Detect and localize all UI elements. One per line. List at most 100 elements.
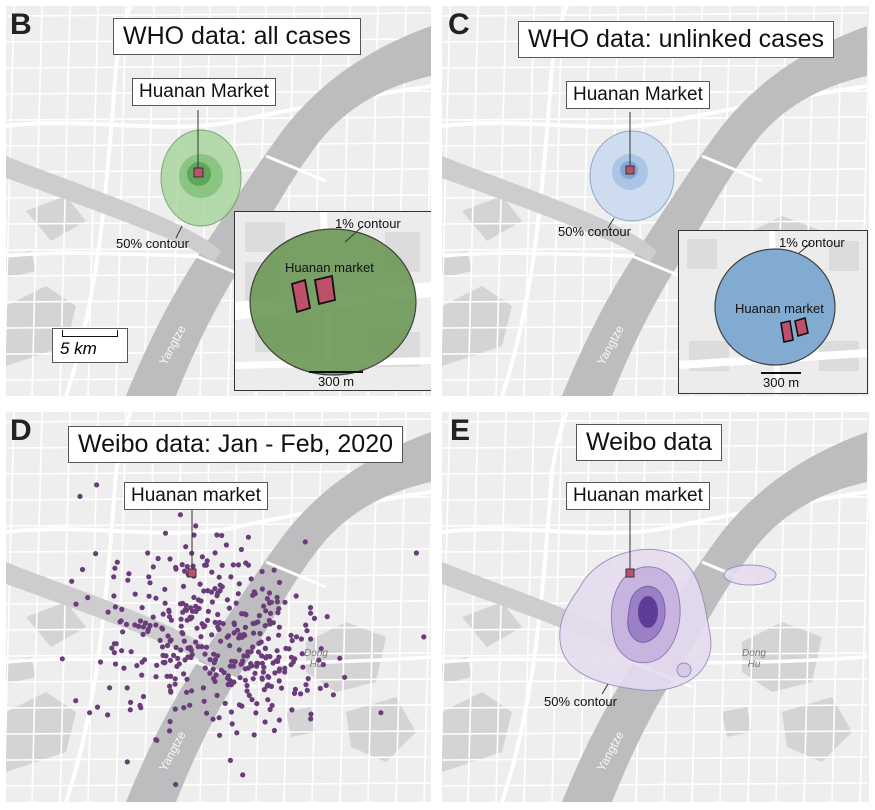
inset-map: 1% contour Huanan market 300 m (678, 230, 868, 394)
weibo-point (127, 707, 133, 713)
weibo-point (167, 728, 173, 734)
weibo-point (242, 624, 248, 630)
weibo-point (292, 686, 298, 692)
weibo-point (212, 586, 218, 592)
weibo-point (93, 551, 99, 557)
road (442, 522, 868, 527)
weibo-point (154, 662, 160, 668)
weibo-point (173, 564, 179, 571)
bridge (701, 154, 763, 183)
park-area (442, 657, 472, 684)
inset-contour-label: 1% contour (335, 216, 401, 231)
weibo-point (223, 542, 229, 548)
weibo-point (215, 611, 221, 618)
weibo-point (271, 727, 277, 734)
weibo-point (117, 619, 123, 625)
weibo-point (320, 662, 326, 668)
weibo-point (94, 482, 100, 488)
market-marker (193, 167, 204, 178)
market-building-west (290, 278, 312, 314)
weibo-point (202, 665, 208, 671)
weibo-point (138, 705, 144, 711)
weibo-point (318, 646, 324, 652)
weibo-point (242, 611, 248, 617)
weibo-point (254, 701, 260, 707)
weibo-point (209, 569, 215, 575)
weibo-point (245, 534, 251, 540)
weibo-point (150, 564, 156, 570)
weibo-point (248, 649, 254, 655)
weibo-point (251, 732, 257, 738)
road (227, 412, 239, 802)
weibo-point (240, 772, 246, 778)
weibo-point (239, 703, 245, 709)
weibo-point (228, 709, 234, 715)
weibo-point (210, 716, 216, 722)
weibo-point (216, 574, 222, 580)
weibo-point (183, 602, 189, 609)
panel-title: WHO data: unlinked cases (518, 21, 834, 58)
han-river (442, 156, 657, 262)
park-area (462, 602, 522, 647)
weibo-point (164, 642, 171, 649)
weibo-point (212, 550, 218, 556)
weibo-point (205, 608, 211, 614)
weibo-point (232, 658, 238, 665)
park-area (442, 251, 472, 278)
weibo-point (210, 666, 216, 672)
inset-basemap (235, 212, 431, 390)
weibo-point (189, 688, 195, 694)
weibo-point (256, 640, 262, 646)
weibo-point (212, 619, 218, 625)
weibo-point (59, 656, 65, 662)
market-label: Huanan Market (132, 78, 276, 106)
weibo-point (123, 621, 130, 627)
inset-market-label: Huanan market (285, 260, 374, 275)
weibo-point (265, 682, 271, 688)
weibo-point (274, 648, 280, 654)
road (6, 412, 15, 756)
weibo-point (219, 584, 225, 590)
weibo-point (191, 594, 197, 600)
weibo-point (112, 565, 118, 571)
weibo-point (224, 597, 230, 603)
weibo-point (242, 632, 248, 638)
road (467, 412, 479, 802)
weibo-point (233, 600, 239, 606)
weibo-point (245, 562, 251, 568)
inset-map: 1% contour Huanan market 300 m (234, 211, 431, 391)
panel-title: Weibo data: Jan - Feb, 2020 (68, 426, 404, 463)
weibo-point (248, 576, 254, 582)
road (442, 730, 868, 735)
weibo-point (263, 608, 269, 614)
weibo-point (249, 697, 255, 703)
weibo-point (317, 685, 323, 691)
weibo-point (218, 638, 224, 644)
panel-letter: B (10, 8, 32, 41)
weibo-point (276, 717, 282, 723)
weibo-point (165, 633, 171, 639)
weibo-point (293, 634, 300, 640)
weibo-point (286, 646, 292, 652)
weibo-point (250, 644, 256, 650)
major-road (500, 412, 569, 802)
weibo-point (261, 687, 267, 693)
scale-bar: 5 km (52, 328, 128, 363)
road (311, 412, 323, 802)
weibo-point (153, 737, 159, 743)
weibo-point (160, 659, 166, 665)
weibo-point (225, 681, 231, 688)
road (59, 412, 71, 802)
weibo-point (112, 604, 118, 610)
weibo-point (282, 665, 288, 671)
weibo-point (73, 698, 79, 704)
weibo-point (240, 658, 246, 664)
weibo-point (245, 665, 251, 671)
market-label: Huanan Market (566, 81, 710, 109)
district-label: Dong Hu (304, 648, 328, 670)
weibo-point (205, 588, 211, 594)
weibo-point (216, 715, 222, 721)
weibo-point (234, 730, 240, 736)
road (442, 782, 868, 787)
road (859, 419, 869, 802)
